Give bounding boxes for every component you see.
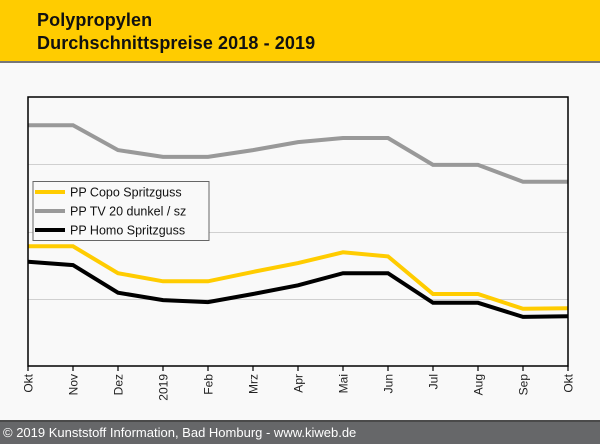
copyright-text: © 2019 Kunststoff Information, Bad Hombu… [3, 425, 357, 440]
x-tick-label: Okt [562, 373, 576, 392]
x-tick-label: Feb [202, 374, 216, 395]
x-axis-ticks: Okt Nov Dez 2019 Feb Mrz Apr Mai Jun Jul Aug Sep Okt [22, 366, 576, 401]
line-chart: Okt Nov Dez 2019 Feb Mrz Apr Mai Jun Jul Aug Sep Okt… [22, 96, 576, 401]
chart-subtitle: Durchschnittspreise 2018 - 2019 [37, 33, 316, 53]
x-tick-label: Okt [22, 373, 36, 392]
series-line-0 [28, 244, 569, 311]
legend: PP Copo Spritzguss PP TV 20 dunkel / sz PP… [32, 181, 210, 241]
series-lines [27, 123, 569, 319]
x-tick-label: Aug [472, 374, 486, 395]
legend-label-2: PP Homo Spritzguss [70, 224, 185, 238]
x-tick-label: Mai [337, 374, 351, 393]
x-tick-label: Jun [382, 374, 396, 393]
legend-label-1: PP TV 20 dunkel / sz [70, 205, 186, 219]
series-line-2 [27, 259, 569, 319]
series-line-1 [28, 123, 568, 184]
x-tick-label: Dez [112, 374, 126, 395]
x-tick-label: Nov [67, 374, 81, 395]
legend-label-0: PP Copo Spritzguss [70, 186, 182, 200]
footer: © 2019 Kunststoff Information, Bad Hombu… [0, 420, 600, 444]
x-tick-label: Apr [292, 374, 306, 393]
x-tick-label: Sep [517, 374, 531, 396]
x-tick-label: 2019 [157, 374, 171, 401]
chart-title: Polypropylen [37, 10, 153, 30]
x-tick-label: Mrz [247, 374, 261, 394]
chart-header: Polypropylen Durchschnittspreise 2018 - … [0, 0, 600, 63]
x-tick-label: Jul [427, 374, 441, 389]
